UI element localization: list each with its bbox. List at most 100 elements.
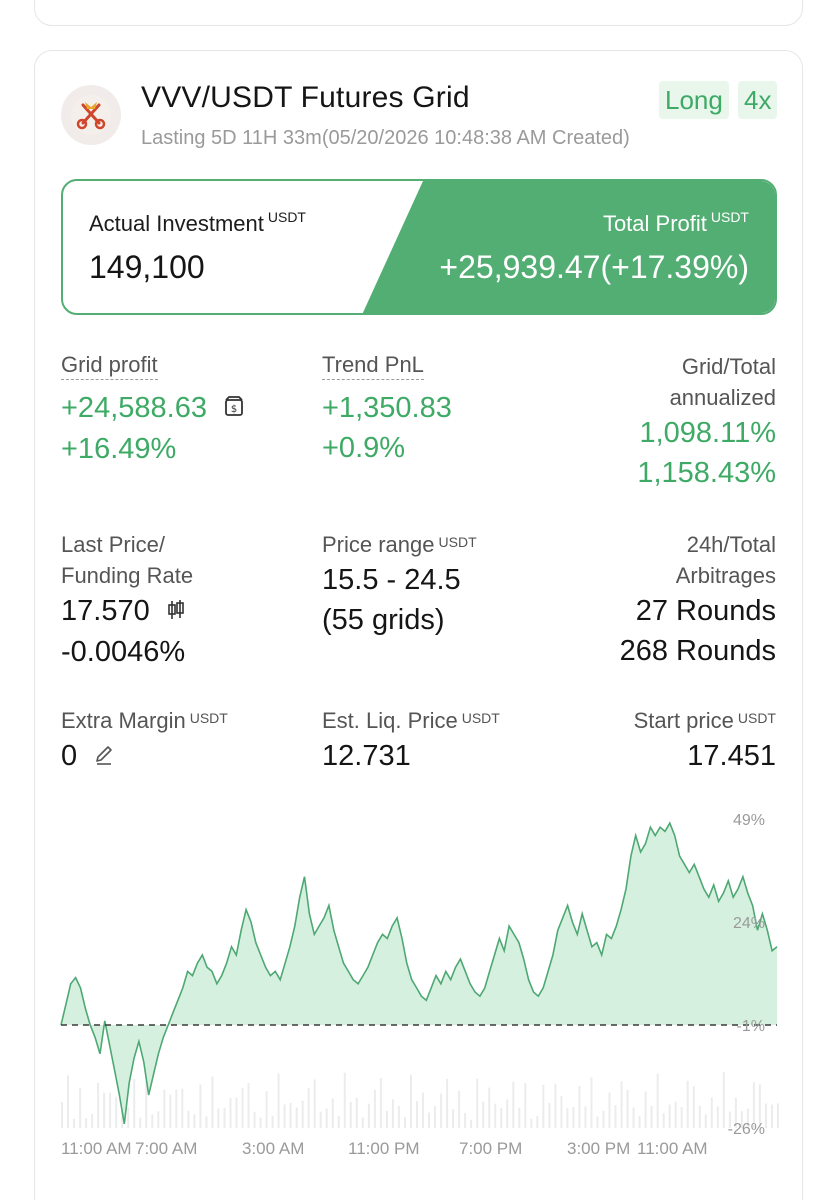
volume-bar <box>638 1115 641 1128</box>
volume-bar <box>301 1100 304 1128</box>
volume-bar <box>217 1108 220 1128</box>
volume-bar <box>199 1084 202 1128</box>
volume-bar <box>175 1089 178 1128</box>
arbitrages-label-1: 24h/Total <box>686 532 776 557</box>
volume-bar <box>476 1078 479 1128</box>
price-range-label: Price range USDT <box>322 532 477 557</box>
volume-bar <box>211 1076 214 1128</box>
x-tick-label: 7:00 PM <box>459 1139 522 1158</box>
volume-bar <box>500 1107 503 1128</box>
volume-bar <box>644 1091 647 1128</box>
volume-bar <box>686 1080 689 1128</box>
candlestick-icon[interactable] <box>166 592 186 632</box>
volume-bar <box>716 1106 719 1128</box>
volume-bar <box>61 1102 63 1128</box>
volume-bar <box>319 1111 322 1128</box>
volume-bar <box>482 1101 485 1128</box>
volume-bar <box>554 1083 557 1128</box>
volume-bar <box>181 1088 184 1128</box>
edit-pencil-icon[interactable] <box>93 737 115 777</box>
volume-bar <box>710 1097 713 1128</box>
volume-bar <box>602 1110 605 1128</box>
start-price-label: Start price USDT <box>633 708 776 733</box>
volume-bar <box>205 1116 208 1128</box>
investment-value: 149,100 <box>89 249 205 285</box>
x-tick-label: 7:00 AM <box>135 1139 197 1158</box>
volume-bar <box>746 1108 749 1128</box>
volume-bar <box>728 1111 731 1128</box>
volume-bar <box>464 1112 467 1128</box>
extra-margin-label: Extra Margin USDT <box>61 708 228 733</box>
volume-bar <box>265 1091 268 1128</box>
y-tick-label: 24% <box>733 915 765 932</box>
annualized-total-value: 1,158.43% <box>637 457 776 489</box>
volume-bar <box>259 1117 262 1128</box>
volume-bar <box>674 1101 677 1128</box>
x-tick-label: 11:00 AM <box>61 1139 132 1158</box>
extra-margin-value: 0 <box>61 736 228 777</box>
volume-bar <box>596 1116 599 1128</box>
volume-bar <box>127 1107 130 1128</box>
volume-bar <box>428 1112 430 1128</box>
x-tick-label: 11:00 PM <box>348 1139 420 1158</box>
grid-profit-label[interactable]: Grid profit <box>61 351 158 380</box>
arbitrages-label-2: Arbitrages <box>675 563 776 588</box>
volume-bar <box>295 1107 298 1128</box>
volume-bar <box>103 1092 106 1128</box>
volume-bar <box>229 1098 232 1128</box>
volume-bar <box>590 1077 593 1128</box>
volume-bar <box>404 1117 406 1128</box>
volume-bar <box>416 1101 418 1128</box>
volume-bar <box>560 1095 563 1128</box>
summary-box: Actual Investment USDT 149,100 Total Prof… <box>61 179 777 315</box>
volume-bar <box>584 1106 587 1128</box>
volume-bar <box>650 1105 653 1128</box>
volume-bar <box>771 1104 773 1128</box>
futures-grid-card[interactable]: VVV/USDT Futures Grid Lasting 5D 11H 33m… <box>34 50 803 1200</box>
price-range-value: 15.5 - 24.5 <box>322 564 461 596</box>
profit-chart[interactable]: 49%24%-1%-26% 11:00 AM 7:00 AM 3:00 AM 11:0… <box>35 51 804 1181</box>
volume-bar <box>391 1099 394 1128</box>
arbitrages-total-value: 268 Rounds <box>619 635 776 667</box>
svg-text:$: $ <box>231 404 237 415</box>
volume-bar <box>373 1089 376 1128</box>
volume-bar <box>223 1107 226 1128</box>
volume-bar <box>765 1103 767 1128</box>
y-tick-label: -26% <box>728 1121 765 1138</box>
volume-bar <box>620 1081 623 1128</box>
volume-bar <box>692 1086 695 1128</box>
volume-bar <box>572 1107 575 1128</box>
volume-bar <box>488 1087 491 1128</box>
volume-bar <box>698 1105 701 1128</box>
price-range-stat: Price range USDT 15.5 - 24.5 (55 grids) <box>322 529 477 640</box>
volume-bar <box>548 1103 551 1128</box>
duration-created-text: Lasting 5D 11H 33m(05/20/2026 10:48:38 A… <box>141 127 630 149</box>
annualized-label-1: Grid/Total <box>681 354 776 379</box>
page-title: VVV/USDT Futures Grid <box>141 81 470 114</box>
volume-bar <box>91 1113 94 1128</box>
trend-pnl-label[interactable]: Trend PnL <box>322 351 424 380</box>
volume-bar <box>614 1105 617 1128</box>
bill-icon[interactable]: $ <box>223 389 245 429</box>
volume-bar <box>241 1088 244 1128</box>
trend-pnl-stat: Trend PnL +1,350.83 +0.9% <box>322 351 452 468</box>
grid-profit-stat: Grid profit +24,588.63 $ +16.49% <box>61 351 245 469</box>
volume-bar <box>121 1108 124 1128</box>
total-profit-label: Total Profit USDT <box>602 209 749 236</box>
annualized-stat: Grid/Total annualized 1,098.11% 1,158.43… <box>637 351 776 493</box>
price-range-grids: (55 grids) <box>322 604 445 636</box>
volume-bar <box>668 1104 671 1128</box>
volume-bar <box>139 1117 142 1128</box>
volume-bar <box>379 1078 382 1128</box>
volume-bar <box>777 1103 779 1128</box>
previous-card <box>34 0 803 26</box>
volume-bar <box>626 1089 629 1128</box>
volume-bar <box>410 1074 412 1128</box>
volume-bar <box>277 1073 280 1128</box>
volume-bar <box>289 1103 292 1128</box>
arbitrages-stat: 24h/Total Arbitrages 27 Rounds 268 Round… <box>620 529 776 671</box>
volume-bar <box>452 1109 455 1128</box>
investment-label: Actual Investment USDT <box>89 209 306 236</box>
x-tick-label: 3:00 PM <box>567 1139 630 1158</box>
volume-bar <box>722 1072 725 1128</box>
